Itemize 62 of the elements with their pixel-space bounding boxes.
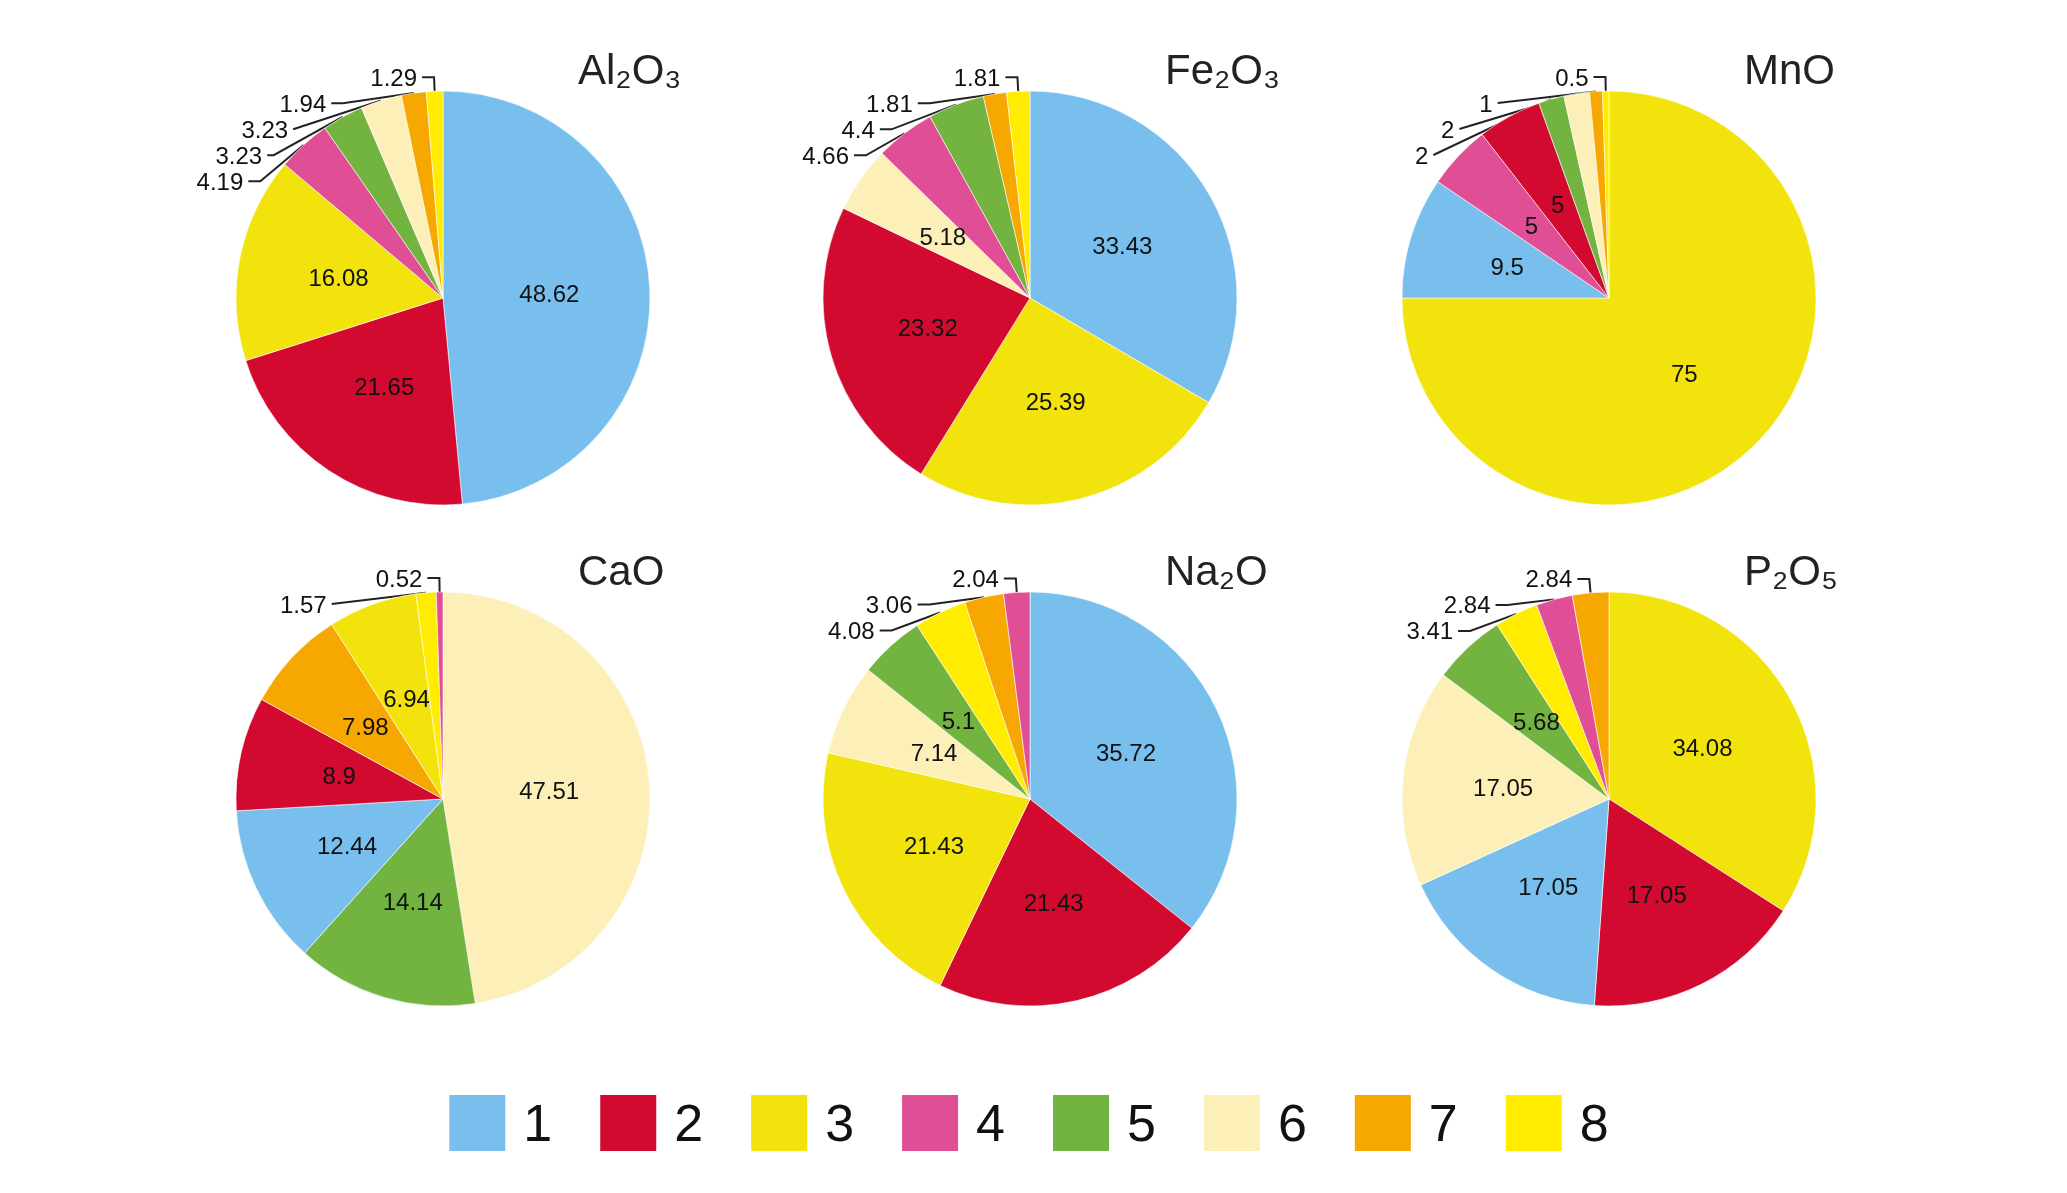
data-label: 34.08: [1672, 734, 1733, 762]
chart-title: CaO: [578, 546, 665, 594]
data-label: 47.51: [519, 777, 580, 805]
data-label: 4.19: [196, 167, 244, 195]
legend-label: 5: [1127, 1094, 1156, 1152]
data-label: 2.84: [1443, 591, 1491, 619]
data-label: 35.72: [1095, 739, 1156, 767]
data-label: 2: [1415, 141, 1429, 169]
data-label: 1: [1479, 89, 1493, 117]
data-label: 2: [1441, 115, 1455, 143]
data-label: 4.4: [841, 115, 875, 143]
data-label: 8.9: [322, 762, 356, 790]
data-label: 3.23: [241, 115, 289, 143]
data-label: 5.18: [919, 223, 967, 251]
legend-label: 6: [1277, 1094, 1307, 1152]
data-label: 21.43: [1023, 889, 1084, 917]
data-label: 21.43: [903, 831, 965, 859]
data-label: 9.5: [1490, 253, 1524, 281]
data-label: 21.65: [354, 373, 415, 401]
data-label: 12.44: [316, 831, 378, 859]
data-label: 5: [1524, 211, 1539, 239]
data-label: 7.14: [910, 739, 958, 767]
chart-title: P₂O₅: [1744, 546, 1838, 594]
data-label: 0.52: [375, 564, 423, 592]
data-label: 5: [1551, 191, 1565, 219]
data-label: 1.94: [279, 89, 327, 117]
data-label: 4.66: [802, 141, 850, 169]
data-label: 16.08: [308, 263, 369, 291]
data-label: 33.43: [1092, 231, 1153, 259]
data-label: 3.41: [1406, 617, 1454, 645]
data-label: 2.84: [1525, 565, 1573, 593]
legend-label: 4: [976, 1094, 1005, 1152]
data-label: 17.05: [1473, 774, 1534, 802]
data-label: 1.29: [370, 63, 418, 91]
data-label: 3.06: [865, 590, 913, 618]
data-label: 14.14: [382, 887, 443, 915]
data-label: 5.1: [941, 706, 976, 734]
data-label: 25.39: [1025, 387, 1086, 415]
data-label: 48.62: [519, 279, 580, 307]
chart-title: Fe₂O₃: [1165, 45, 1281, 93]
data-label: 5.68: [1513, 707, 1560, 735]
data-label: 2.04: [952, 564, 999, 592]
legend-label: 3: [825, 1094, 855, 1152]
data-label: 0.5: [1555, 63, 1589, 91]
data-label: 17.05: [1518, 873, 1579, 900]
data-label: 6.94: [383, 685, 430, 713]
chart-title: Na₂O: [1165, 546, 1268, 594]
data-label: 75: [1670, 359, 1698, 387]
legend-label: 7: [1428, 1094, 1458, 1152]
data-label: 1.57: [280, 590, 327, 618]
data-label: 3.23: [215, 141, 263, 169]
data-label: 23.32: [897, 314, 958, 342]
data-label: 1.81: [953, 63, 1001, 91]
chart-title: MnO: [1744, 45, 1836, 93]
legend-label: 1: [523, 1094, 553, 1152]
data-label: 17.05: [1626, 880, 1687, 908]
legend-label: 2: [674, 1094, 704, 1152]
data-label: 1.81: [866, 89, 913, 117]
chart-title: Al₂O₃: [578, 45, 682, 93]
data-label: 4.08: [828, 616, 875, 644]
data-label: 7.98: [341, 712, 389, 740]
legend-label: 8: [1579, 1094, 1609, 1152]
